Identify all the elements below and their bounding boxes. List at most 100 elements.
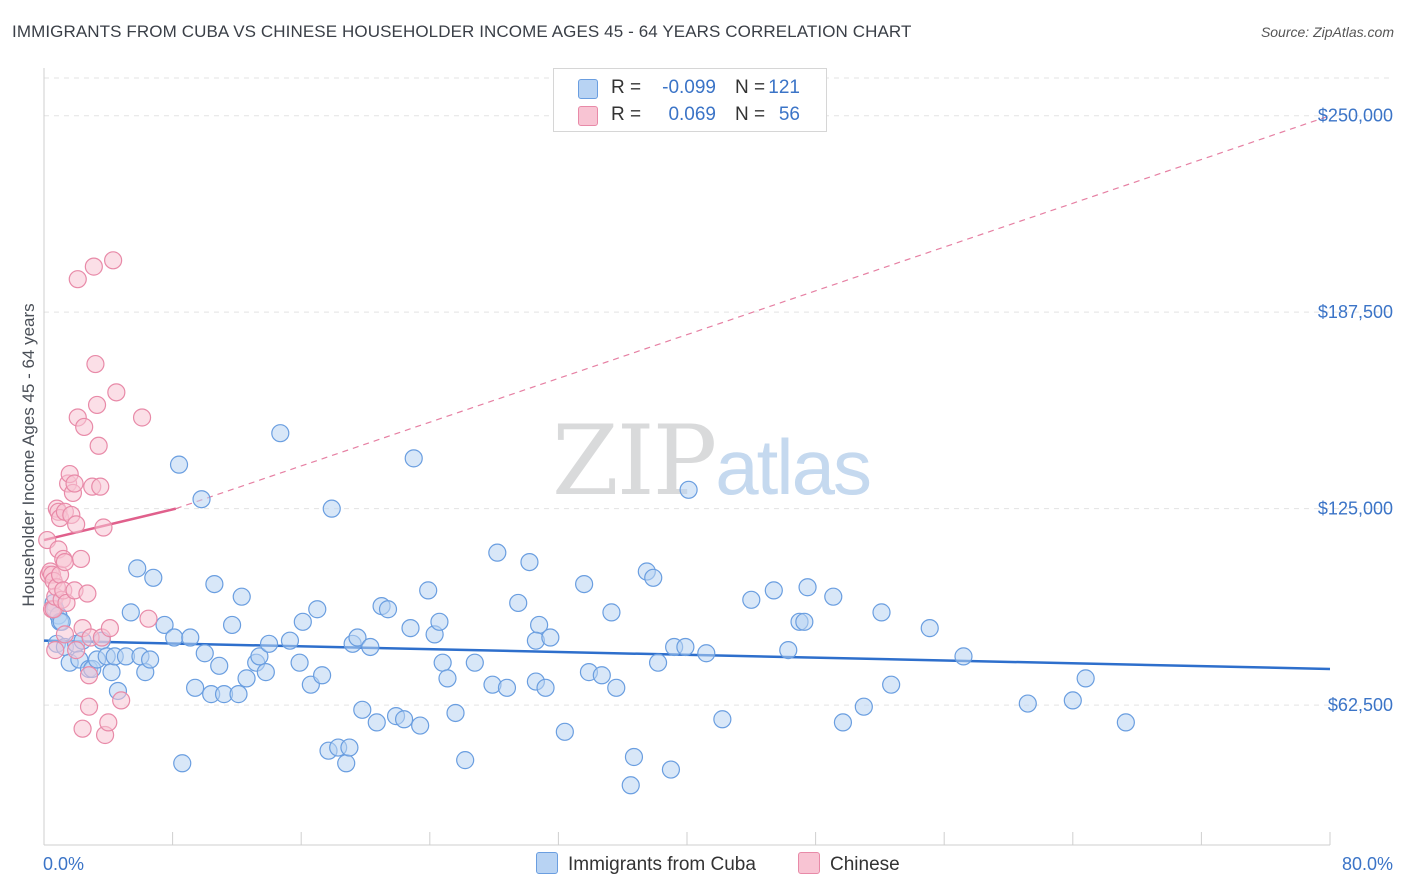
- trend-line-chinese-extended: [175, 115, 1331, 510]
- legend-swatch-chinese: [578, 106, 598, 126]
- point-cuba: [1076, 669, 1095, 688]
- point-cuba: [824, 587, 843, 606]
- legend-item-cuba: Immigrants from Cuba: [536, 852, 756, 876]
- point-cuba: [679, 480, 698, 499]
- point-cuba: [411, 716, 430, 735]
- point-chinese: [79, 666, 99, 685]
- point-cuba: [401, 619, 420, 638]
- point-cuba: [661, 760, 681, 779]
- point-cuba: [337, 754, 356, 773]
- gridlines: [44, 77, 1394, 706]
- point-cuba: [232, 587, 251, 606]
- point-cuba: [140, 650, 160, 669]
- legend-n-label: N =: [735, 104, 766, 125]
- legend-row-chinese: R = 0.069 N = 56: [554, 102, 826, 128]
- y-tick-label: $250,000: [1318, 106, 1393, 126]
- point-cuba: [795, 612, 814, 631]
- point-cuba: [348, 628, 367, 647]
- point-cuba: [353, 700, 372, 719]
- trend-lines: [43, 115, 1331, 671]
- point-cuba: [872, 603, 891, 622]
- point-chinese: [71, 549, 91, 569]
- point-chinese: [78, 584, 97, 603]
- point-cuba: [271, 424, 290, 443]
- point-cuba: [378, 600, 398, 619]
- watermark-atlas: atlas: [715, 423, 872, 511]
- point-cuba: [438, 669, 457, 688]
- point-cuba: [308, 600, 327, 619]
- point-cuba: [621, 776, 640, 795]
- point-cuba: [697, 644, 716, 663]
- point-chinese: [55, 625, 74, 644]
- point-cuba: [229, 685, 248, 704]
- point-cuba: [256, 663, 275, 682]
- point-chinese: [107, 383, 126, 402]
- point-cuba: [361, 637, 380, 657]
- point-cuba: [205, 574, 224, 594]
- point-cuba: [575, 574, 594, 594]
- point-chinese: [132, 408, 152, 427]
- point-cuba: [293, 612, 312, 631]
- point-cuba: [237, 669, 256, 688]
- point-cuba: [602, 603, 621, 622]
- point-cuba: [798, 578, 817, 597]
- point-cuba: [882, 675, 901, 694]
- point-cuba: [259, 634, 279, 653]
- point-chinese: [84, 257, 103, 276]
- point-cuba: [290, 653, 309, 672]
- point-cuba: [833, 713, 853, 732]
- legend-swatch-cuba: [536, 852, 558, 874]
- point-chinese: [94, 518, 113, 537]
- point-cuba: [624, 747, 644, 767]
- point-cuba: [592, 666, 611, 685]
- point-cuba: [920, 619, 939, 638]
- point-cuba: [181, 628, 200, 647]
- point-cuba: [367, 713, 386, 732]
- point-cuba: [404, 449, 423, 468]
- point-chinese: [68, 270, 87, 289]
- point-cuba: [536, 678, 555, 697]
- point-cuba: [520, 552, 539, 572]
- point-chinese: [79, 697, 99, 716]
- correlation-legend: R = -0.099 N = 121 R = 0.069 N = 56: [553, 68, 827, 132]
- point-cuba: [644, 568, 663, 587]
- point-cuba: [192, 490, 211, 509]
- point-cuba: [1116, 713, 1135, 732]
- legend-label-cuba: Immigrants from Cuba: [568, 854, 756, 875]
- point-cuba: [742, 590, 761, 609]
- legend-n-value: 121: [768, 77, 800, 98]
- legend-r-label: R =: [611, 77, 642, 98]
- point-cuba: [465, 653, 484, 672]
- point-chinese: [67, 641, 86, 660]
- point-cuba: [541, 628, 560, 647]
- point-cuba: [222, 615, 242, 635]
- point-cuba: [854, 697, 873, 716]
- point-cuba: [280, 631, 300, 650]
- point-cuba: [195, 644, 214, 663]
- point-cuba: [497, 678, 517, 697]
- legend-r-value: -0.099: [662, 77, 716, 98]
- point-cuba: [102, 663, 121, 682]
- point-cuba: [186, 678, 205, 697]
- legend-swatch-chinese: [798, 852, 820, 874]
- point-cuba: [250, 647, 269, 666]
- legend-n-label: N =: [735, 77, 766, 98]
- data-points: [38, 251, 1135, 795]
- point-chinese: [100, 619, 120, 638]
- point-cuba: [322, 499, 341, 518]
- point-cuba: [764, 581, 783, 600]
- point-chinese: [46, 641, 65, 660]
- y-tick-label: $125,000: [1318, 499, 1393, 519]
- point-cuba: [676, 637, 695, 657]
- point-cuba: [312, 666, 332, 685]
- legend-swatch-cuba: [578, 79, 598, 99]
- point-cuba: [1063, 691, 1082, 710]
- point-cuba: [173, 754, 192, 773]
- point-cuba: [779, 641, 798, 660]
- point-chinese: [86, 354, 105, 374]
- point-chinese: [65, 474, 84, 493]
- point-cuba: [446, 703, 465, 723]
- point-cuba: [433, 653, 452, 672]
- legend-label-chinese: Chinese: [830, 854, 900, 875]
